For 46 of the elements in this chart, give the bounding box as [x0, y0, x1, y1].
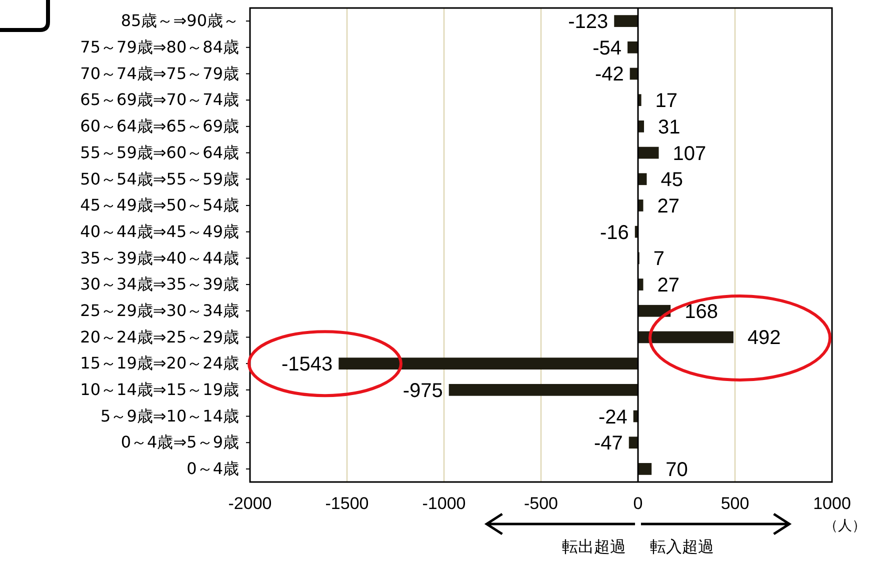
data-label: 27 — [657, 195, 680, 218]
y-tick-label: 35～39歳⇒40～44歳 — [80, 248, 239, 268]
y-tick-label: 70～74歳⇒75～79歳 — [80, 64, 239, 83]
data-label: 492 — [747, 327, 781, 350]
data-label: 31 — [658, 116, 680, 138]
data-label: -47 — [594, 432, 623, 455]
y-tick-label: 10～14歳⇒15～19歳 — [80, 380, 239, 400]
y-tick-label: 20～24歳⇒25～29歳 — [80, 327, 239, 346]
data-label: -123 — [568, 11, 608, 34]
data-label: 27 — [657, 274, 680, 297]
x-tick-label: 0 — [633, 494, 643, 513]
data-label: 70 — [666, 458, 688, 481]
y-tick-label: 55～59歳⇒60～64歳 — [80, 142, 239, 162]
data-label: -42 — [594, 64, 624, 86]
y-tick-label: 45～49歳⇒50～54歳 — [80, 196, 239, 215]
data-label: -1543 — [282, 354, 333, 376]
x-axis-title: （人） — [824, 518, 866, 534]
data-label: 107 — [672, 142, 706, 165]
y-tick-label: 65～69歳⇒70～74歳 — [80, 90, 239, 110]
x-tick-label: -500 — [524, 494, 558, 513]
text: 転入超過 — [650, 537, 714, 556]
data-label: 168 — [684, 300, 718, 323]
data-label: 7 — [653, 248, 664, 270]
data-label: 45 — [660, 169, 683, 192]
data-label: -24 — [598, 406, 628, 428]
y-tick-label: 40～44歳⇒45～49歳 — [80, 222, 239, 241]
y-tick-label: 50～54歳⇒55～59歳 — [80, 169, 239, 188]
x-tick-label: -1000 — [422, 494, 466, 513]
text: 転出超過 — [562, 537, 626, 556]
x-tick-label: 500 — [720, 494, 750, 513]
x-tick-label: -2000 — [228, 494, 272, 513]
data-label: 17 — [655, 90, 678, 112]
data-label: -54 — [592, 37, 622, 60]
y-tick-label: 0～4歳 — [186, 459, 239, 478]
y-tick-label: 5～9歳⇒10～14歳 — [100, 406, 239, 426]
data-label: -975 — [402, 380, 443, 402]
y-tick-label: 85歳～⇒90歳～ — [120, 11, 239, 30]
y-tick-label: 0～4歳⇒5～9歳 — [120, 432, 239, 452]
data-label: -16 — [600, 222, 629, 244]
y-tick-label: 15～19歳⇒20～24歳 — [80, 354, 239, 373]
y-tick-label: 30～34歳⇒35～39歳 — [80, 274, 239, 294]
x-tick-label: 1000 — [813, 494, 851, 513]
x-tick-label: -1500 — [325, 494, 369, 513]
y-tick-label: 25～29歳⇒30～34歳 — [80, 300, 239, 320]
y-tick-label: 75～79歳⇒80～84歳 — [80, 38, 239, 57]
y-tick-label: 60～64歳⇒65～69歳 — [80, 116, 239, 136]
